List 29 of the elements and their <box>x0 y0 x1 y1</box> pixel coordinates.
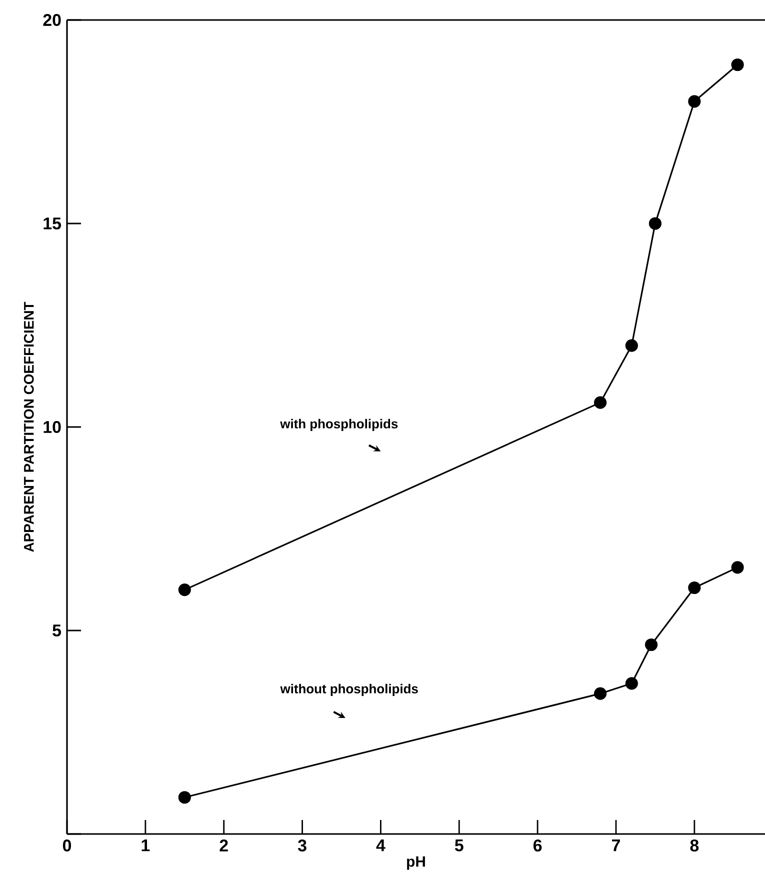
x-axis-title: pH <box>407 856 425 870</box>
point <box>594 687 607 700</box>
point <box>625 339 638 352</box>
point <box>178 583 191 596</box>
point <box>178 791 191 804</box>
point <box>625 677 638 690</box>
point <box>688 581 701 594</box>
annotation: with phospholipids <box>280 418 398 431</box>
y-tick-label: 15 <box>44 218 62 230</box>
x-tick-label: 3 <box>298 840 306 852</box>
x-tick-label: 0 <box>62 840 72 852</box>
x-tick-label: 6 <box>533 840 542 852</box>
annotation: without phospholipids <box>280 684 418 696</box>
x-tick-label: 2 <box>220 840 228 852</box>
x-tick-label: 1 <box>142 840 150 852</box>
x-tick-label: 4 <box>376 840 386 852</box>
point <box>731 58 744 72</box>
point <box>644 638 658 652</box>
y-tick-label: 10 <box>44 421 61 433</box>
x-tick-label: 8 <box>690 840 699 852</box>
point <box>594 396 607 409</box>
y-axis-title: APPARENT PARTITION COEFFICIENT <box>24 302 34 552</box>
point <box>648 217 662 230</box>
y-tick-label: 20 <box>43 14 61 26</box>
x-tick-label: 7 <box>612 840 620 852</box>
point <box>731 561 744 574</box>
x-tick-label: 5 <box>454 840 464 852</box>
y-tick-label: 5 <box>52 624 62 636</box>
point <box>688 95 701 108</box>
